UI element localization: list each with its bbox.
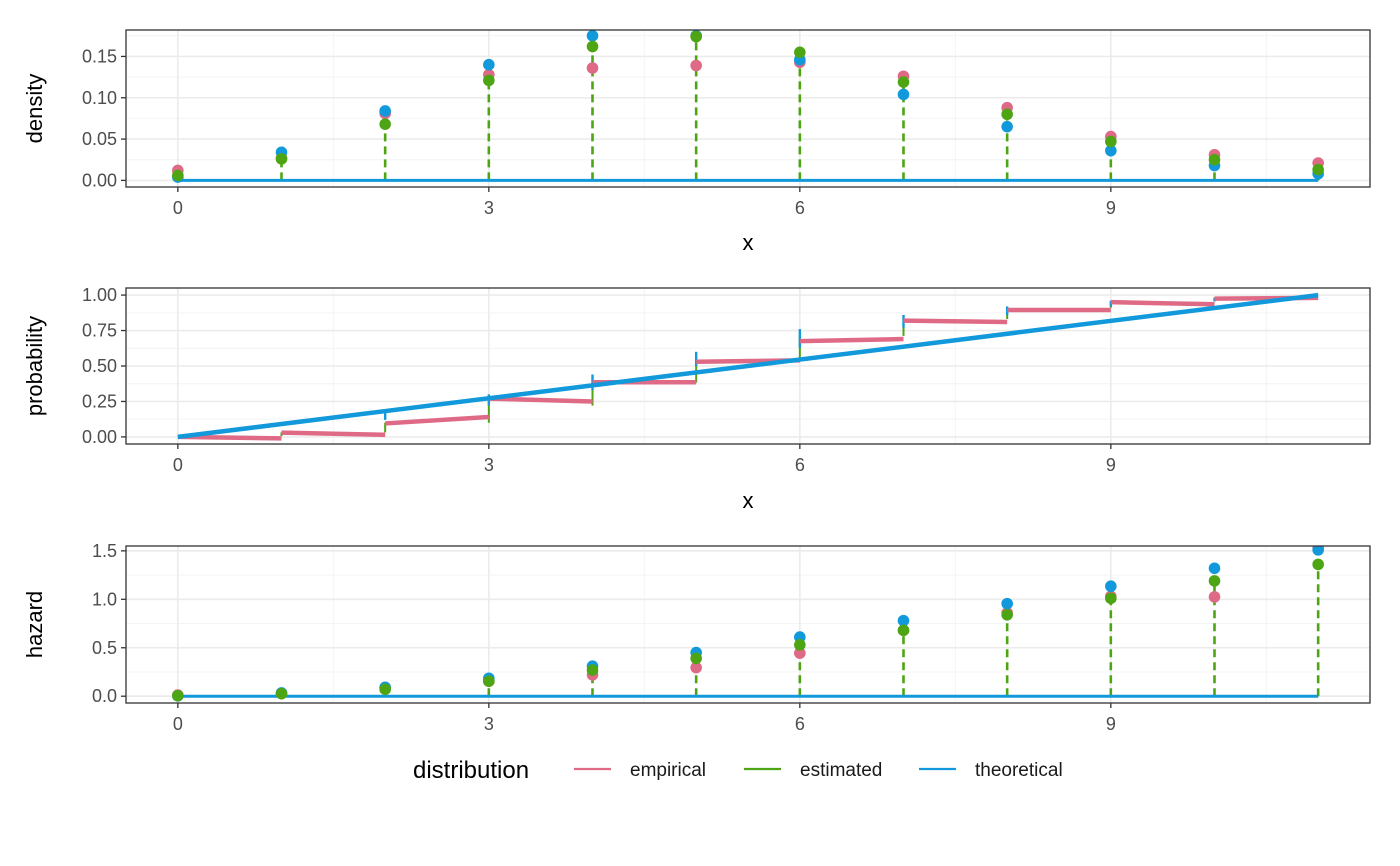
panel-border <box>125 29 1371 188</box>
estimated-point <box>897 76 910 88</box>
empirical-step <box>1110 299 1215 307</box>
y-axis-title: probability <box>22 316 47 416</box>
theoretical-point <box>1105 580 1117 593</box>
panel-density: 0 3 6 9 0.00 0.05 0.10 0.15 x density <box>22 29 1371 255</box>
panel-border <box>125 545 1371 704</box>
theoretical-point <box>897 88 910 101</box>
theoretical-point <box>586 30 599 42</box>
y-tick-label: 1.5 <box>92 541 117 561</box>
legend-label-estimated: estimated <box>800 760 882 781</box>
empirical-point <box>586 62 599 74</box>
empirical-step <box>177 434 282 441</box>
estimated-point <box>172 689 184 702</box>
estimated-point <box>379 118 391 130</box>
x-tick-label: 6 <box>795 455 805 475</box>
y-tick-label: 0.25 <box>82 391 117 411</box>
y-tick-label: 0.00 <box>82 427 117 447</box>
estimated-point <box>794 639 806 651</box>
estimated-point <box>1312 163 1324 176</box>
empirical-step <box>385 414 489 426</box>
y-tick-label: 0.75 <box>82 321 117 341</box>
y-axis-title: density <box>22 74 47 144</box>
empirical-step <box>903 318 1008 325</box>
plot-area <box>172 30 1324 183</box>
estimated-point <box>1208 153 1221 166</box>
y-tick-label: 0.0 <box>92 686 117 706</box>
y-tick-label: 0.50 <box>82 356 117 376</box>
y-axis-title: hazard <box>22 591 47 658</box>
theoretical-point <box>1105 144 1117 157</box>
theoretical-point <box>1001 120 1013 133</box>
x-tick-label: 3 <box>484 198 494 218</box>
plot-area <box>172 546 1324 702</box>
theoretical-point <box>483 58 495 71</box>
theoretical-point <box>1312 546 1324 556</box>
empirical-point <box>690 59 702 72</box>
panel-probability: 0 3 6 9 0.00 0.25 0.50 0.75 1.00 x probability <box>22 285 1371 513</box>
estimated-point <box>690 652 702 665</box>
y-tick-label: 1.00 <box>82 285 117 305</box>
estimated-point <box>275 687 288 700</box>
empirical-step <box>488 396 593 404</box>
estimated-point <box>586 664 599 676</box>
estimated-point <box>794 46 806 59</box>
y-tick-label: 0.5 <box>92 638 117 658</box>
empirical-point <box>1208 591 1221 603</box>
estimated-point <box>483 74 495 87</box>
estimated-point <box>690 30 702 43</box>
estimated-point <box>586 40 599 53</box>
estimated-point <box>1001 108 1013 121</box>
plot-area <box>177 292 1319 441</box>
theoretical-point <box>897 614 910 627</box>
x-axis-title: x <box>743 488 754 513</box>
y-tick-label: 0.00 <box>82 170 117 190</box>
empirical-point <box>690 661 702 674</box>
x-tick-label: 9 <box>1106 714 1116 734</box>
estimated-point <box>483 675 495 687</box>
estimated-point <box>1105 592 1117 605</box>
estimated-point <box>1001 609 1013 621</box>
estimated-point <box>1105 135 1117 148</box>
legend-title: distribution <box>413 757 529 784</box>
estimated-point <box>1312 558 1324 571</box>
x-tick-label: 9 <box>1106 455 1116 475</box>
x-tick-label: 0 <box>173 198 183 218</box>
x-tick-label: 6 <box>795 198 805 218</box>
theoretical-point <box>379 105 391 117</box>
theoretical-line <box>177 292 1319 440</box>
x-tick-label: 9 <box>1106 198 1116 218</box>
y-tick-label: 0.05 <box>82 129 117 149</box>
estimated-point <box>379 683 391 696</box>
y-tick-label: 0.10 <box>82 88 117 108</box>
legend-items: empirical estimated theoretical <box>574 760 1063 781</box>
theoretical-point <box>1001 597 1013 610</box>
y-tick-label: 1.0 <box>92 589 117 609</box>
estimated-point <box>897 624 910 637</box>
x-tick-label: 6 <box>795 714 805 734</box>
x-tick-label: 3 <box>484 455 494 475</box>
x-tick-label: 0 <box>173 455 183 475</box>
empirical-step <box>799 336 904 344</box>
x-tick-label: 3 <box>484 714 494 734</box>
theoretical-point <box>1208 562 1221 575</box>
estimated-point <box>1208 575 1221 587</box>
empirical-step <box>281 430 386 438</box>
empirical-point <box>794 647 806 659</box>
legend-label-theoretical: theoretical <box>975 760 1063 781</box>
x-axis-title: x <box>743 230 754 255</box>
estimated-point <box>172 169 184 182</box>
y-tick-label: 0.15 <box>82 46 117 66</box>
legend-label-empirical: empirical <box>630 760 706 781</box>
estimated-point <box>275 153 288 165</box>
panel-hazard: 0 3 6 9 0.0 0.5 1.0 1.5 hazard <box>22 541 1371 734</box>
legend: distribution empirical estimated theoretic… <box>413 757 1063 784</box>
x-tick-label: 0 <box>173 714 183 734</box>
